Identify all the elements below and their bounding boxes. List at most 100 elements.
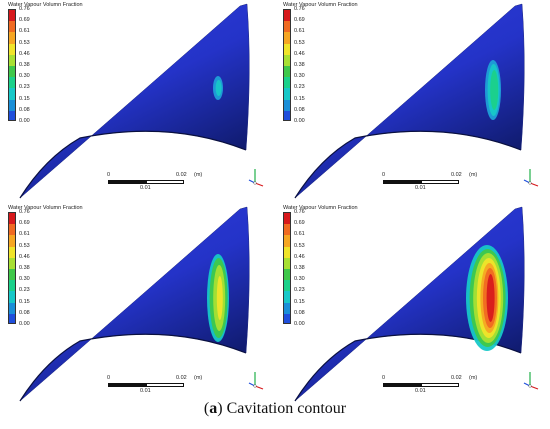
scale-bar-light	[146, 180, 184, 184]
legend-color-segment	[284, 280, 290, 292]
scale-max-label: 0.02	[176, 172, 187, 178]
legend-tick-label: 0.61	[19, 231, 30, 238]
legend-tick-label: 0.46	[294, 50, 305, 57]
legend-color-segment	[284, 54, 290, 66]
legend-color-segment	[9, 257, 15, 269]
legend-tick-label: 0.61	[19, 28, 30, 35]
legend-color-segment	[284, 21, 290, 33]
legend-tick-label: 0.30	[19, 276, 30, 283]
legend-color-segment	[284, 224, 290, 236]
axis-triad-icon	[248, 169, 264, 187]
legend-tick-label: 0.38	[19, 62, 30, 68]
scale-mid-label: 0.01	[415, 388, 426, 394]
legend-title: Water Vapour Volumn Fraction	[283, 205, 358, 211]
legend-color-segment	[9, 99, 15, 111]
legend-tick-label: 0.15	[294, 95, 305, 102]
blade-contour	[294, 206, 525, 402]
legend-tick-label: 0.00	[294, 321, 305, 327]
legend-title: Water Vapour Volumn Fraction	[283, 2, 358, 8]
legend-tick-label: 0.76	[294, 209, 305, 215]
scale-zero-label: 0	[382, 172, 386, 178]
legend-tick-label: 0.76	[294, 6, 305, 12]
legend-color-segment	[284, 313, 290, 323]
legend-tick-label: 0.30	[19, 73, 30, 80]
legend-tick-label: 0.46	[19, 50, 30, 57]
legend-color-bar	[8, 9, 16, 121]
legend-color-segment	[9, 10, 15, 22]
scale-max-label: 0.02	[451, 375, 462, 381]
legend-color-bar	[283, 212, 291, 324]
contour-panel-2: Water Vapour Volumn Fraction 0.76 0.69 0.61…	[275, 0, 550, 200]
legend-color-segment	[9, 32, 15, 44]
legend-tick-label: 0.53	[19, 242, 30, 249]
legend-color-segment	[284, 110, 290, 120]
scale-bar: 0 0.02 (m) 0.01	[382, 375, 518, 397]
legend-color-segment	[284, 291, 290, 303]
legend-tick-label: 0.23	[19, 84, 30, 91]
legend-color-segment	[9, 280, 15, 292]
legend-tick-label: 0.00	[19, 321, 30, 327]
scale-mid-label: 0.01	[140, 185, 151, 191]
legend-tick-label: 0.38	[294, 62, 305, 68]
legend-tick-label: 0.69	[19, 220, 30, 227]
legend-color-segment	[284, 77, 290, 89]
blade-leading-edge	[19, 333, 247, 402]
legend-color-segment	[9, 268, 15, 281]
legend-tick-label: 0.15	[19, 298, 30, 305]
legend-tick-label: 0.15	[19, 95, 30, 102]
legend-tick-label: 0.46	[294, 253, 305, 260]
legend-color-segment	[284, 213, 290, 225]
scale-max-label: 0.02	[451, 172, 462, 178]
legend-tick-label: 0.08	[294, 106, 305, 113]
legend-tick-label: 0.38	[19, 265, 30, 271]
scale-bar-light	[421, 383, 459, 387]
blade-leading-edge	[19, 130, 247, 199]
blade-contour	[19, 206, 250, 402]
legend-tick-label: 0.76	[19, 6, 30, 12]
axis-triad-icon	[523, 169, 539, 187]
legend-tick-label: 0.76	[19, 209, 30, 215]
legend-tick-label: 0.08	[19, 106, 30, 113]
legend-tick-label: 0.30	[294, 276, 305, 283]
legend-color-segment	[284, 10, 290, 22]
legend-tick-label: 0.00	[294, 118, 305, 124]
axis-triad-icon	[248, 372, 264, 390]
legend-color-bar	[283, 9, 291, 121]
caption-label: a	[209, 400, 218, 417]
legend-title: Water Vapour Volumn Fraction	[8, 2, 83, 8]
scale-bar-light	[421, 180, 459, 184]
legend-color-segment	[9, 246, 15, 258]
legend-color-segment	[284, 268, 290, 281]
legend-tick-label: 0.46	[19, 253, 30, 260]
contour-panel-1: Water Vapour Volumn Fraction 0.76 0.69 0.61…	[0, 0, 275, 200]
legend-color-segment	[284, 32, 290, 44]
contour-panel-3: Water Vapour Volumn Fraction 0.76 0.69 0.61…	[0, 203, 275, 403]
legend-color-segment	[284, 65, 290, 78]
legend-color-segment	[284, 257, 290, 269]
cavitation-region	[485, 60, 501, 120]
legend-tick-label: 0.53	[294, 39, 305, 46]
scale-unit-label: (m)	[194, 172, 203, 178]
scale-mid-label: 0.01	[415, 185, 426, 191]
legend-tick-label: 0.69	[19, 17, 30, 24]
cavitation-region	[466, 245, 508, 351]
legend-tick-label: 0.23	[19, 287, 30, 294]
caption-text: Cavitation contour	[222, 400, 347, 417]
scale-zero-label: 0	[107, 375, 111, 381]
contour-panel-4: Water Vapour Volumn Fraction 0.76 0.69 0.61…	[275, 203, 550, 403]
legend-tick-label: 0.00	[19, 118, 30, 124]
legend-color-segment	[9, 313, 15, 323]
scale-bar-dark	[108, 180, 146, 184]
legend-color-segment	[284, 43, 290, 55]
legend-tick-label: 0.23	[294, 287, 305, 294]
legend-tick-label: 0.08	[19, 309, 30, 316]
scale-zero-label: 0	[382, 375, 386, 381]
legend-tick-label: 0.15	[294, 298, 305, 305]
scale-bar: 0 0.02 (m) 0.01	[107, 172, 243, 194]
legend-color-segment	[9, 224, 15, 236]
blade-contour	[294, 3, 525, 199]
legend-color-segment	[284, 99, 290, 111]
blade-surface	[19, 3, 250, 199]
legend-color-segment	[9, 88, 15, 100]
legend-tick-label: 0.30	[294, 73, 305, 80]
